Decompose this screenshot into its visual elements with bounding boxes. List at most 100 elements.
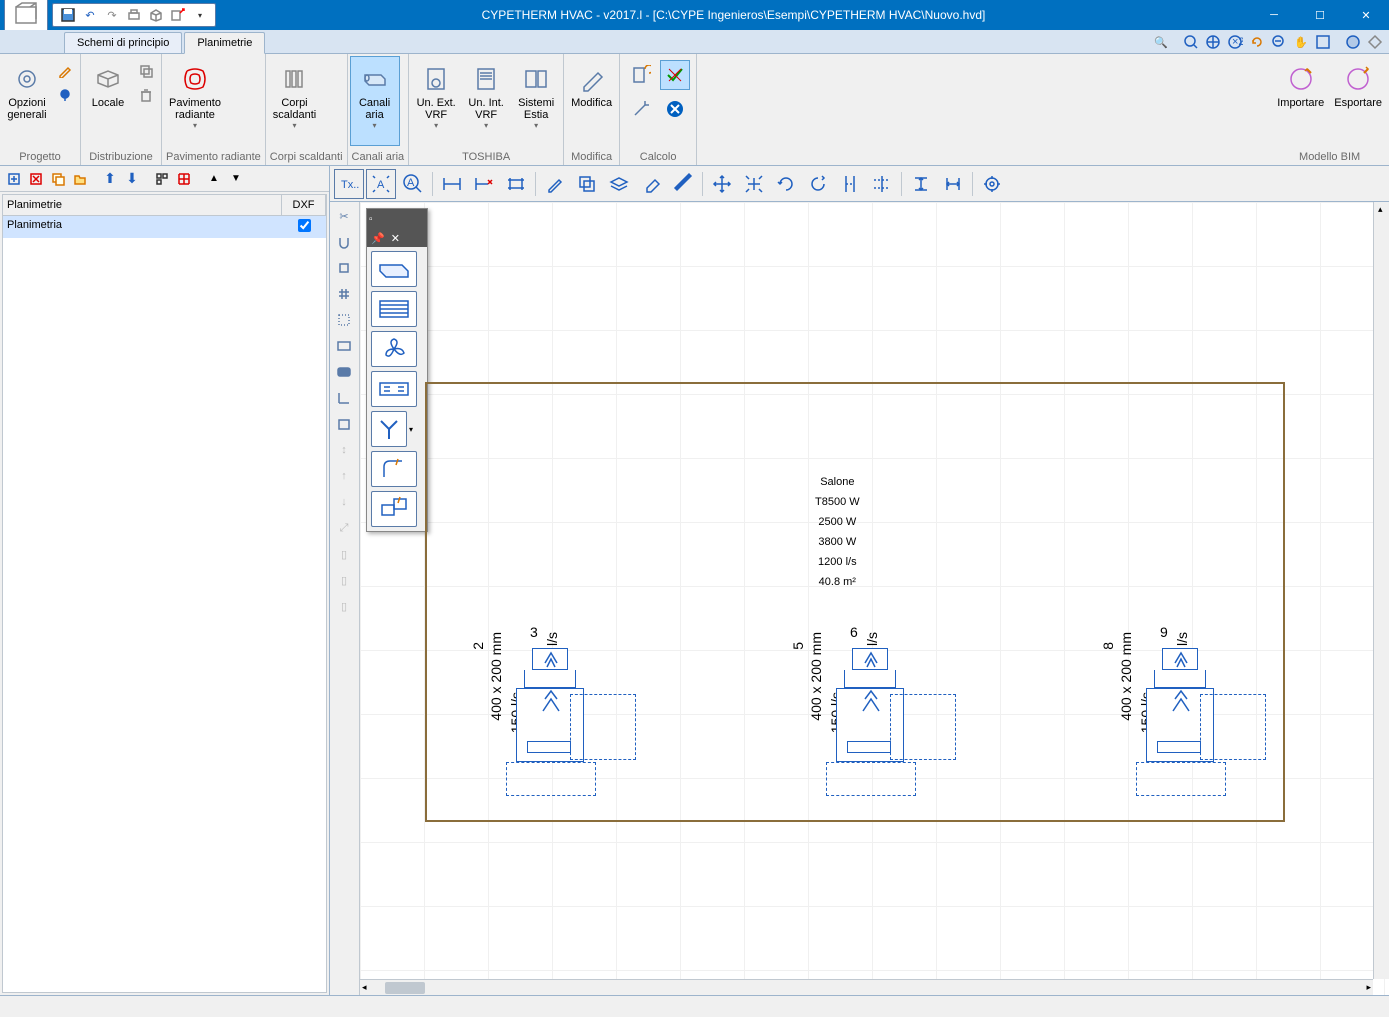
move-icon[interactable] <box>707 169 737 199</box>
delete-red-icon[interactable] <box>26 169 46 189</box>
zoom-extents-icon[interactable] <box>1203 32 1223 52</box>
palette-fan-button[interactable] <box>371 331 417 367</box>
print-area-icon[interactable] <box>1313 32 1333 52</box>
un-ext-vrf-button[interactable]: Un. Ext. VRF▾ <box>411 56 461 146</box>
qat-dropdown-icon[interactable]: ▾ <box>190 5 210 25</box>
move-out-icon[interactable] <box>739 169 769 199</box>
pan-icon[interactable]: ✋ <box>1291 32 1311 52</box>
text-a-icon[interactable]: A <box>366 169 396 199</box>
palette-elbow-button[interactable] <box>371 451 417 487</box>
text-tool-icon[interactable]: Tx... <box>334 169 364 199</box>
save-icon[interactable] <box>58 5 78 25</box>
tool-cal-icon[interactable] <box>332 412 356 436</box>
rotate-icon[interactable] <box>771 169 801 199</box>
print-icon[interactable] <box>124 5 144 25</box>
tool-rect3[interactable]: ▯ <box>332 594 356 618</box>
copy-yellow-icon[interactable] <box>48 169 68 189</box>
tab-schemi[interactable]: Schemi di principio <box>64 32 182 53</box>
canali-aria-button[interactable]: Canali aria▾ <box>350 56 400 146</box>
maximize-button[interactable]: ☐ <box>1297 0 1343 30</box>
align-h-icon[interactable] <box>867 169 897 199</box>
palette-branch-button[interactable] <box>371 491 417 527</box>
table-row[interactable]: Planimetria <box>3 216 326 238</box>
tool-dotted-icon[interactable] <box>332 308 356 332</box>
arrow-up-icon[interactable]: ⬆ <box>100 169 120 189</box>
tool-rect1[interactable]: ▯ <box>332 542 356 566</box>
importare-button[interactable]: Importare <box>1272 56 1329 146</box>
folder-icon[interactable] <box>70 169 90 189</box>
tool-rect2[interactable]: ▯ <box>332 568 356 592</box>
scrollbar-vertical[interactable]: ▴ <box>1373 202 1389 979</box>
sistemi-estia-button[interactable]: Sistemi Estia▾ <box>511 56 561 146</box>
tool-magnet-icon[interactable] <box>332 230 356 254</box>
tool-arrow4[interactable]: ⤢ <box>332 516 356 540</box>
tab-planimetrie[interactable]: Planimetrie <box>184 32 265 54</box>
tool-square-icon[interactable] <box>332 256 356 280</box>
locale-button[interactable]: Locale <box>83 56 133 146</box>
calc-wand-button[interactable] <box>626 94 656 124</box>
edit-icon[interactable] <box>54 60 76 82</box>
export-icon[interactable] <box>168 5 188 25</box>
diffuser[interactable]: 8 400 x 200 mm 150 l/s 9 150 l/s <box>1100 632 1280 802</box>
palette-close-icon[interactable]: ✕ <box>391 232 400 245</box>
tool-arrow3[interactable]: ↓ <box>332 490 356 514</box>
box-icon[interactable] <box>146 5 166 25</box>
marker-icon[interactable] <box>54 84 76 106</box>
zoom-scale-icon[interactable]: ×2 <box>1225 32 1245 52</box>
zoom-a-icon[interactable]: A <box>398 169 428 199</box>
align-v-icon[interactable] <box>835 169 865 199</box>
copy-icon[interactable] <box>135 60 157 82</box>
eraser-icon[interactable] <box>636 169 666 199</box>
tool-scissors-icon[interactable]: ✂ <box>332 204 356 228</box>
tool-keyboard-icon[interactable] <box>332 334 356 358</box>
down-small-icon[interactable]: ▼ <box>226 169 246 189</box>
dim-x-icon[interactable] <box>469 169 499 199</box>
diffuser[interactable]: 5 400 x 200 mm 150 l/s 6 150 l/s <box>790 632 970 802</box>
un-int-vrf-button[interactable]: Un. Int. VRF▾ <box>461 56 511 146</box>
esportare-button[interactable]: Esportare <box>1329 56 1387 146</box>
drawing-canvas[interactable]: ▫ 📌✕ ▾ <box>360 202 1389 995</box>
zoom-out-icon[interactable] <box>1269 32 1289 52</box>
binoculars-icon[interactable]: 🔍 <box>1151 32 1171 52</box>
close-button[interactable]: ✕ <box>1343 0 1389 30</box>
globe-icon[interactable] <box>1343 32 1363 52</box>
tool-badge-icon[interactable] <box>332 360 356 384</box>
opzioni-generali-button[interactable]: Opzioni generali <box>2 56 52 146</box>
delete-icon[interactable] <box>135 84 157 106</box>
scrollbar-horizontal[interactable]: ◂▸ <box>360 979 1373 995</box>
tool-arrow1[interactable]: ↕ <box>332 438 356 462</box>
palette-wye-button[interactable] <box>371 411 407 447</box>
modifica-button[interactable]: Modifica <box>566 56 617 146</box>
pin-icon[interactable]: 📌 <box>371 232 385 245</box>
calc-check-button[interactable] <box>660 60 690 90</box>
calc-cancel-button[interactable] <box>660 94 690 124</box>
palette-duct-button[interactable] <box>371 251 417 287</box>
dxf-checkbox[interactable] <box>298 219 311 232</box>
dim-both-icon[interactable] <box>501 169 531 199</box>
pavimento-radiante-button[interactable]: Pavimento radiante▾ <box>164 56 226 146</box>
up-small-icon[interactable]: ▲ <box>204 169 224 189</box>
dist-v-icon[interactable] <box>906 169 936 199</box>
floating-palette[interactable]: ▫ 📌✕ ▾ <box>366 208 428 532</box>
zoom-refresh-icon[interactable] <box>1247 32 1267 52</box>
palette-wye-dropdown[interactable]: ▾ <box>409 425 413 434</box>
corpi-scaldanti-button[interactable]: Corpi scaldanti▾ <box>268 56 321 146</box>
diffuser[interactable]: 2 400 x 200 mm 150 l/s 3 150 l/s <box>470 632 650 802</box>
dist-h-icon[interactable] <box>938 169 968 199</box>
brush-icon[interactable] <box>668 169 698 199</box>
layers-tool-icon[interactable] <box>604 169 634 199</box>
settings-gear-icon[interactable] <box>977 169 1007 199</box>
undo-icon[interactable]: ↶ <box>80 5 100 25</box>
tool-angle-icon[interactable] <box>332 386 356 410</box>
copy-tool-icon[interactable] <box>572 169 602 199</box>
calc-refresh-button[interactable] <box>626 60 656 90</box>
grid-red-icon[interactable] <box>174 169 194 189</box>
arrow-down-icon[interactable]: ⬇ <box>122 169 142 189</box>
palette-flow-button[interactable] <box>371 371 417 407</box>
redo-icon[interactable]: ↷ <box>102 5 122 25</box>
rotate2-icon[interactable] <box>803 169 833 199</box>
qr-icon[interactable] <box>152 169 172 189</box>
tool-arrow2[interactable]: ↑ <box>332 464 356 488</box>
new-icon[interactable] <box>4 169 24 189</box>
minimize-button[interactable]: ─ <box>1251 0 1297 30</box>
